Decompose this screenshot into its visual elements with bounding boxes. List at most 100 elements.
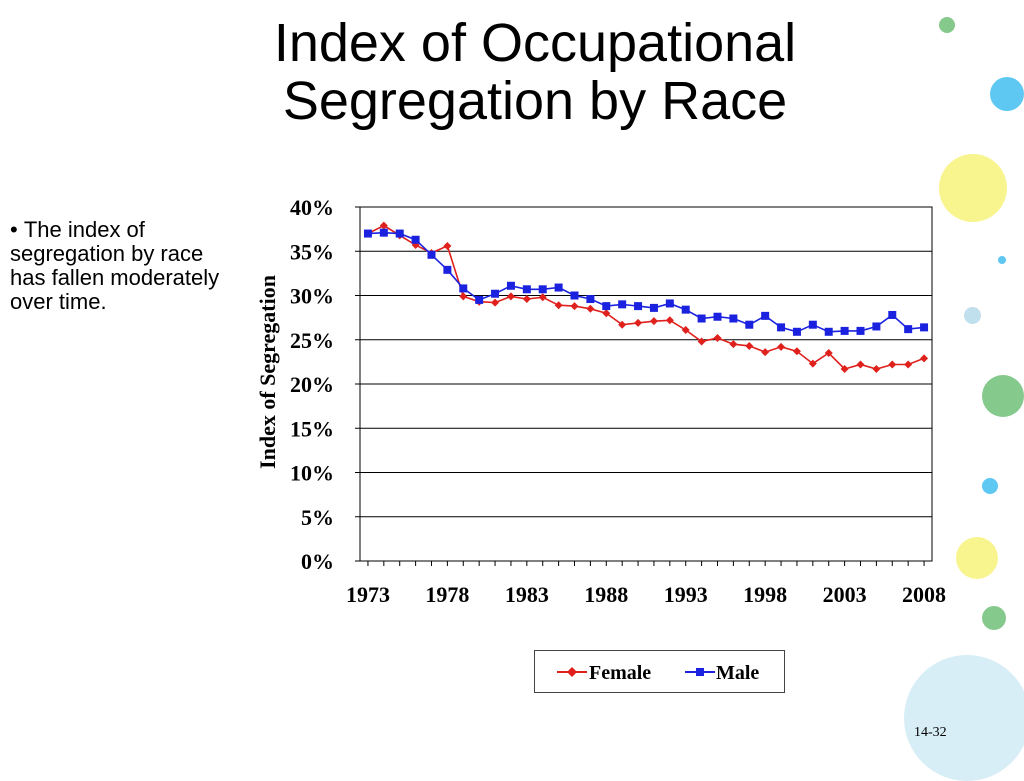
data-point-female: [538, 293, 547, 302]
y-tick-label: 10%: [290, 461, 334, 486]
decor-circle-lightblue-small: [964, 307, 981, 324]
y-axis-label: Index of Segregation: [255, 275, 280, 469]
data-point-female: [491, 298, 500, 307]
data-point-male: [506, 281, 515, 290]
data-point-female: [920, 354, 929, 363]
data-point-male: [681, 305, 690, 314]
y-tick-label: 5%: [301, 505, 334, 530]
data-point-male: [888, 310, 897, 319]
decor-circle-yellow-medium: [956, 537, 998, 579]
y-tick-label: 25%: [290, 328, 334, 353]
x-tick-label: 1983: [505, 582, 549, 607]
data-point-male: [602, 302, 611, 311]
data-point-female: [729, 340, 738, 349]
decor-circle-blue: [990, 77, 1024, 111]
data-point-male: [411, 235, 420, 244]
data-point-female: [872, 364, 881, 373]
legend-entry-female: Female: [557, 662, 651, 684]
data-point-female: [665, 316, 674, 325]
x-tick-label: 1973: [346, 582, 390, 607]
data-point-male: [427, 250, 436, 259]
data-point-male: [649, 303, 658, 312]
data-point-female: [443, 241, 452, 250]
data-point-male: [713, 312, 722, 321]
series-line-male: [367, 231, 925, 333]
data-point-male: [856, 326, 865, 335]
data-point-male: [920, 323, 929, 332]
data-point-female: [379, 221, 388, 230]
data-point-male: [840, 326, 849, 335]
legend-entry-male: Male: [685, 662, 759, 684]
data-point-female: [506, 292, 515, 301]
x-tick-label: 1993: [664, 582, 708, 607]
data-point-female: [888, 360, 897, 369]
decor-circle-lightblue-large: [904, 655, 1024, 781]
data-point-male: [618, 300, 627, 309]
data-point-female: [459, 292, 468, 301]
decor-circle-green-small: [939, 17, 955, 33]
page-title: Index of Occupational Segregation by Rac…: [160, 14, 910, 130]
decor-circle-green-large: [982, 375, 1024, 417]
data-point-male: [824, 327, 833, 336]
title-line-2: Segregation by Race: [282, 71, 788, 131]
data-point-female: [681, 326, 690, 335]
data-point-female: [602, 309, 611, 318]
y-tick-label: 15%: [290, 416, 334, 441]
decor-circle-blue-small: [982, 478, 998, 494]
x-tick-label: 1998: [743, 582, 787, 607]
data-point-male: [777, 323, 786, 332]
data-point-female: [904, 360, 913, 369]
data-point-female: [570, 302, 579, 311]
data-point-male: [379, 228, 388, 237]
y-tick-label: 0%: [301, 549, 334, 574]
data-point-male: [872, 322, 881, 331]
data-point-male: [554, 283, 563, 292]
data-point-male: [745, 320, 754, 329]
chart-legend: Female Male: [534, 650, 785, 693]
x-tick-label: 1978: [425, 582, 469, 607]
data-point-male: [761, 311, 770, 320]
data-point-female: [761, 348, 770, 357]
data-point-female: [522, 295, 531, 304]
data-point-male: [363, 229, 372, 238]
data-point-female: [745, 341, 754, 350]
data-point-male: [792, 327, 801, 336]
legend-label-female: Female: [589, 662, 651, 684]
data-point-male: [665, 299, 674, 308]
data-point-male: [491, 289, 500, 298]
bullet-list: The index of segregation by race has fal…: [10, 218, 225, 314]
data-point-female: [586, 304, 595, 313]
decor-circle-yellow-large: [939, 154, 1007, 222]
bullet-item: The index of segregation by race has fal…: [10, 218, 225, 314]
y-tick-label: 35%: [290, 239, 334, 264]
data-point-male: [808, 320, 817, 329]
series-line-female: [367, 224, 925, 370]
y-tick-label: 20%: [290, 372, 334, 397]
data-point-male: [395, 229, 404, 238]
page-number: 14-32: [914, 725, 947, 740]
data-point-male: [634, 302, 643, 311]
data-point-male: [586, 295, 595, 304]
data-point-male: [443, 265, 452, 274]
data-point-female: [777, 342, 786, 351]
data-point-male: [475, 295, 484, 304]
data-point-male: [538, 285, 547, 294]
y-tick-label: 30%: [290, 284, 334, 309]
data-point-female: [634, 318, 643, 327]
data-point-female: [792, 347, 801, 356]
decor-circle-green-medium: [982, 606, 1006, 630]
data-point-female: [618, 320, 627, 329]
x-tick-label: 2008: [902, 582, 946, 607]
data-point-male: [729, 314, 738, 323]
x-tick-label: 1988: [584, 582, 628, 607]
y-tick-label: 40%: [290, 195, 334, 220]
title-line-1: Index of Occupational: [273, 13, 797, 73]
data-point-female: [856, 360, 865, 369]
data-point-female: [824, 349, 833, 358]
data-point-female: [554, 301, 563, 310]
data-point-male: [570, 291, 579, 300]
data-point-male: [904, 325, 913, 334]
data-point-male: [522, 285, 531, 294]
data-point-male: [697, 314, 706, 323]
